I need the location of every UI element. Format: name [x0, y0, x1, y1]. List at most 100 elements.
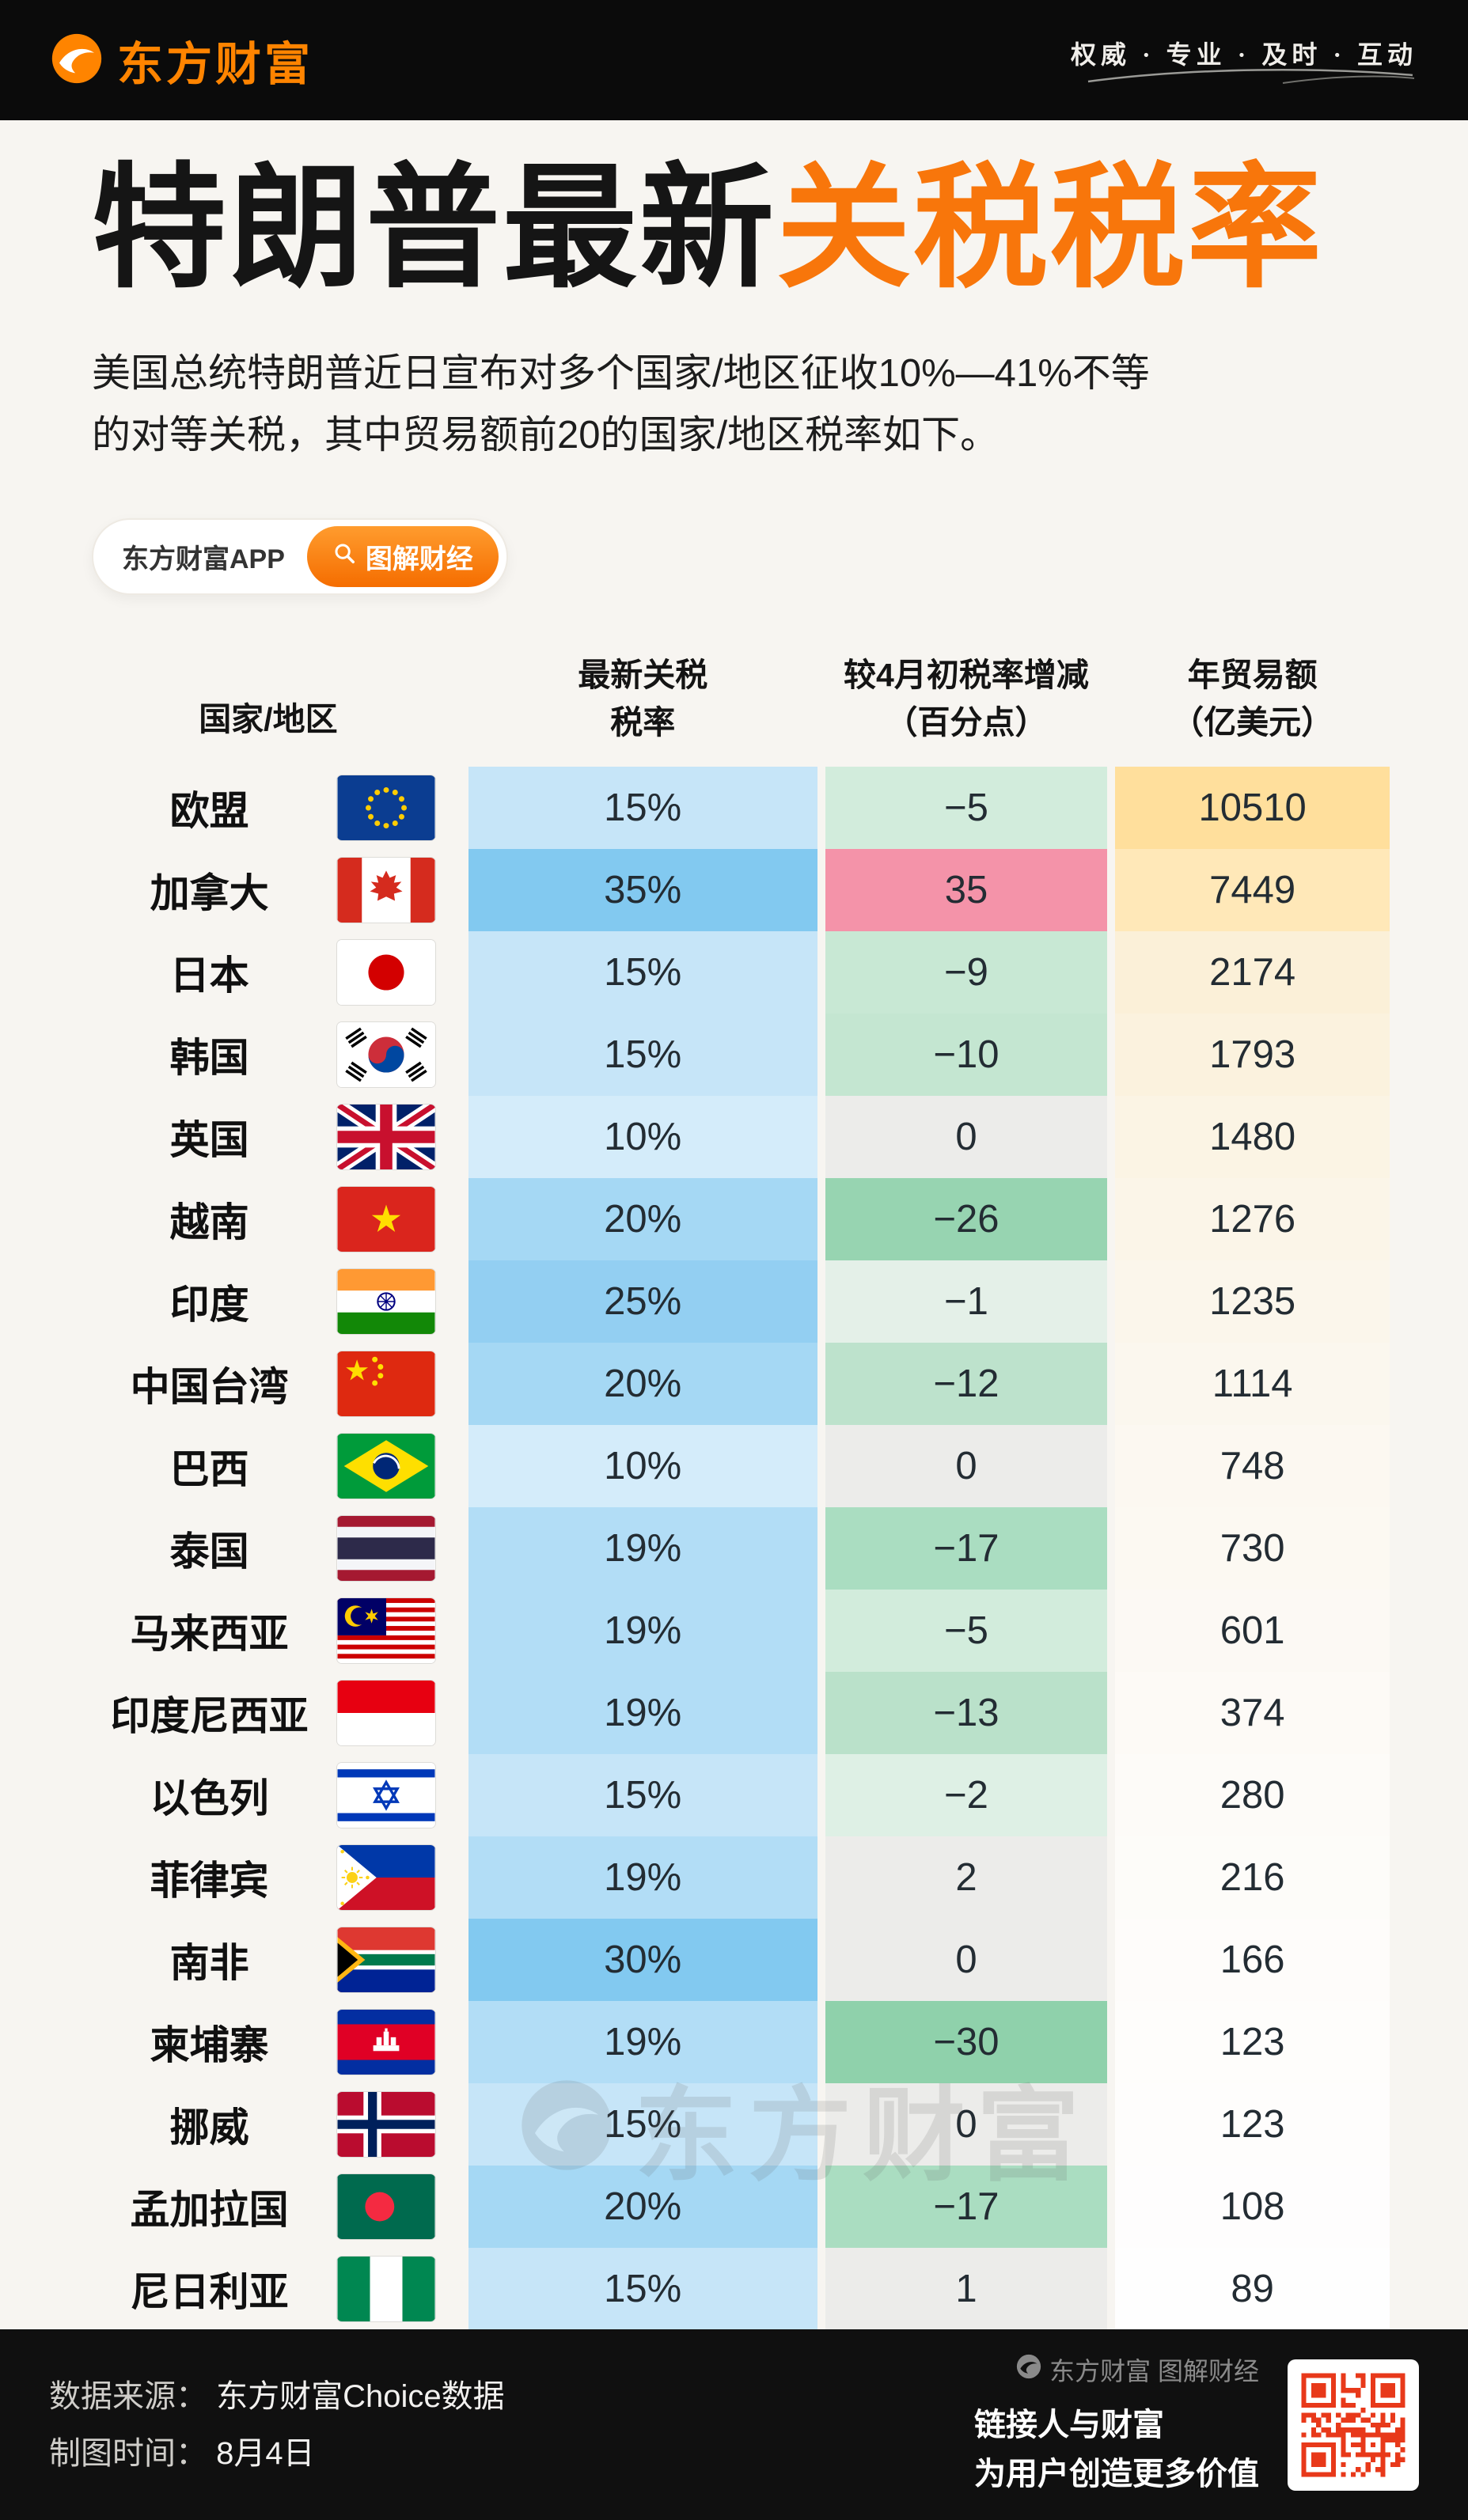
table-row: 韩国 15% −10 1793: [92, 1014, 1390, 1097]
footer-watermark: 东方财富 图解财经: [1016, 2351, 1259, 2388]
country-flag-icon: [327, 2001, 445, 2083]
rate-change-cell: −17: [825, 1507, 1108, 1590]
data-source-line: 数据来源： 东方财富Choice数据: [49, 2378, 505, 2414]
table-row: 南非 30% 0 166: [92, 1919, 1390, 2002]
country-name: 孟加拉国: [130, 2188, 289, 2233]
country-name: 加拿大: [150, 871, 269, 916]
rate-change-cell: 0: [825, 2083, 1108, 2166]
rate-change-cell: −9: [825, 931, 1108, 1014]
rate-change-cell: −17: [825, 2166, 1108, 2249]
eastmoney-logo-icon: [51, 32, 103, 89]
table-row: 挪威 15% 0 123: [92, 2083, 1390, 2166]
country-flag-icon: [327, 1507, 445, 1590]
app-badge: 东方财富APP 图解财经: [92, 518, 508, 596]
rate-change-cell: 1: [825, 2248, 1108, 2331]
trade-volume-cell: 10510: [1115, 767, 1390, 850]
rate-change-cell: −10: [825, 1014, 1108, 1097]
page-title: 特朗普最新关税税率: [92, 158, 1376, 300]
country-name: 英国: [169, 1118, 249, 1163]
table-row: 加拿大 35% 35 7449: [92, 849, 1390, 932]
country-name: 印度: [169, 1283, 249, 1328]
tariff-rate-cell: 19%: [468, 1590, 817, 1673]
tariff-rate-cell: 15%: [468, 2083, 817, 2166]
rate-change-cell: 35: [825, 849, 1108, 932]
trade-volume-cell: 730: [1115, 1507, 1390, 1590]
trade-volume-cell: 601: [1115, 1590, 1390, 1673]
country-name: 越南: [169, 1200, 249, 1245]
slogan-text: 权威 · 专业 · 及时 · 互动: [1070, 40, 1417, 69]
footer-right: 东方财富 图解财经 链接人与财富 为用户创造更多价值: [974, 2351, 1419, 2499]
table-row: 印度尼西亚 19% −13 374: [92, 1672, 1390, 1755]
brand-name: 东方财富: [117, 39, 314, 90]
table-row: 以色列 15% −2 280: [92, 1754, 1390, 1837]
tariff-rate-cell: 20%: [468, 1343, 817, 1426]
country-flag-icon: [327, 1425, 445, 1507]
top-bar: 东方财富 权威 · 专业 · 及时 · 互动: [0, 0, 1468, 120]
trade-volume-cell: 166: [1115, 1919, 1390, 2002]
tariff-rate-cell: 20%: [468, 2166, 817, 2249]
intro-line-1: 美国总统特朗普近日宣布对多个国家/地区征收10%—41%不等: [92, 351, 1150, 395]
trade-volume-cell: 374: [1115, 1672, 1390, 1755]
chart-date-line: 制图时间： 8月4日: [49, 2435, 315, 2471]
country-name: 泰国: [169, 1529, 249, 1575]
rate-change-cell: −5: [825, 1590, 1108, 1673]
app-badge-label: 东方财富APP: [122, 544, 285, 575]
rate-change-cell: −2: [825, 1754, 1108, 1837]
tariff-table: 国家/地区 最新关税 税率 较4月初税率增减 （百分点） 年贸易额 （亿美元） …: [92, 652, 1390, 2331]
country-name: 马来西亚: [130, 1612, 289, 1657]
country-flag-icon: [327, 849, 445, 931]
trade-volume-cell: 1114: [1115, 1343, 1390, 1426]
footer-text-column: 东方财富 图解财经 链接人与财富 为用户创造更多价值: [974, 2351, 1259, 2499]
trade-volume-cell: 1793: [1115, 1014, 1390, 1097]
footer-slogan-2: 为用户创造更多价值: [974, 2456, 1259, 2492]
tariff-rate-cell: 19%: [468, 1836, 817, 1919]
rate-change-cell: −30: [825, 2001, 1108, 2084]
tag-badge-label: 图解财经: [365, 544, 473, 575]
country-flag-icon: [327, 1590, 445, 1672]
rate-change-cell: −12: [825, 1343, 1108, 1426]
table-row: 柬埔寨 19% −30 123: [92, 2001, 1390, 2084]
country-flag-icon: [327, 1014, 445, 1096]
trade-volume-cell: 2174: [1115, 931, 1390, 1014]
country-name: 韩国: [169, 1036, 249, 1081]
trade-volume-cell: 108: [1115, 2166, 1390, 2249]
trade-volume-cell: 1235: [1115, 1260, 1390, 1343]
tariff-rate-cell: 19%: [468, 1672, 817, 1755]
rate-change-cell: −26: [825, 1178, 1108, 1261]
table-row: 马来西亚 19% −5 601: [92, 1590, 1390, 1673]
intro-text: 美国总统特朗普近日宣布对多个国家/地区征收10%—41%不等 的对等关税，其中贸…: [92, 343, 1376, 467]
country-name: 巴西: [169, 1447, 249, 1492]
trade-volume-cell: 1276: [1115, 1178, 1390, 1261]
rate-change-cell: 0: [825, 1096, 1108, 1179]
rate-change-cell: −1: [825, 1260, 1108, 1343]
page-title-black: 特朗普最新: [92, 153, 777, 304]
table-row: 欧盟 15% −5 10510: [92, 767, 1390, 850]
table-body: 欧盟 15% −5 10510 加拿大 35% 35 7449 日本 15% −…: [92, 767, 1390, 2331]
rate-change-cell: −13: [825, 1672, 1108, 1755]
table-row: 泰国 19% −17 730: [92, 1507, 1390, 1590]
qr-code: [1288, 2359, 1419, 2491]
rate-change-cell: 0: [825, 1425, 1108, 1508]
table-row: 印度 25% −1 1235: [92, 1260, 1390, 1343]
data-source-block: 数据来源： 东方财富Choice数据 制图时间： 8月4日: [49, 2368, 505, 2482]
page-title-orange: 关税税率: [776, 153, 1325, 304]
table-row: 英国 10% 0 1480: [92, 1096, 1390, 1179]
country-flag-icon: [327, 767, 445, 849]
tariff-rate-cell: 25%: [468, 1260, 817, 1343]
tariff-rate-cell: 15%: [468, 931, 817, 1014]
footer-slogan-1: 链接人与财富: [974, 2407, 1164, 2442]
rate-change-cell: 0: [825, 1919, 1108, 2002]
table-row: 巴西 10% 0 748: [92, 1425, 1390, 1508]
country-name: 菲律宾: [150, 1859, 269, 1904]
country-flag-icon: [327, 2248, 445, 2330]
eastmoney-swirl-icon-small: [1016, 2354, 1041, 2385]
rate-change-cell: 2: [825, 1836, 1108, 1919]
country-name: 日本: [169, 953, 249, 999]
tariff-rate-cell: 15%: [468, 767, 817, 850]
slogan: 权威 · 专业 · 及时 · 互动: [1071, 35, 1417, 85]
table-header: 国家/地区 最新关税 税率 较4月初税率增减 （百分点） 年贸易额 （亿美元）: [92, 652, 1390, 767]
country-name: 以色列: [150, 1776, 269, 1821]
trade-volume-cell: 7449: [1115, 849, 1390, 932]
rate-change-cell: −5: [825, 767, 1108, 850]
trade-volume-cell: 123: [1115, 2001, 1390, 2084]
